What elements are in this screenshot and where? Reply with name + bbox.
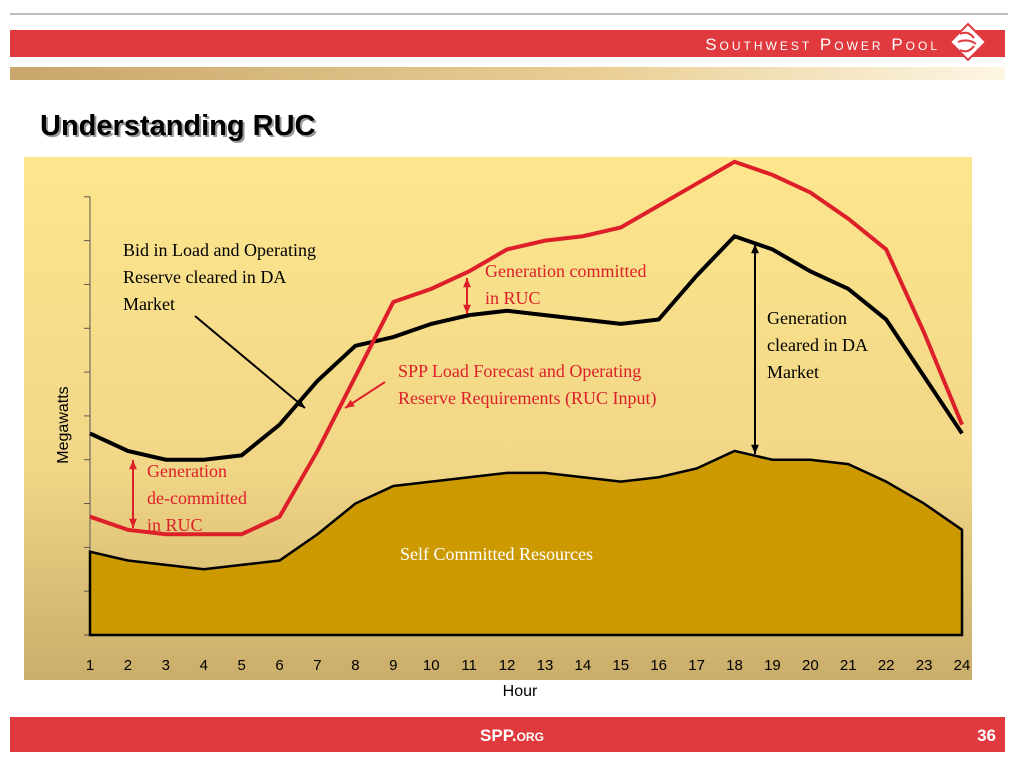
text-line: Reserve cleared in DA bbox=[123, 267, 290, 287]
arrowhead bbox=[295, 399, 305, 408]
text-line: Market bbox=[767, 362, 819, 382]
arrowhead bbox=[463, 304, 471, 314]
slide-title: Understanding RUC bbox=[40, 110, 316, 142]
series-label: SPP Load Forecast and Operating Reserve … bbox=[398, 361, 656, 409]
x-tick-label: 24 bbox=[954, 657, 971, 674]
x-tick-label: 1 bbox=[86, 657, 94, 674]
arrowhead bbox=[751, 244, 759, 254]
annotation: Generation committed in RUC bbox=[485, 261, 651, 308]
line bbox=[89, 233, 964, 462]
x-tick-label: 18 bbox=[726, 657, 743, 674]
text-line: in RUC bbox=[485, 288, 541, 308]
text-line: de-committed bbox=[147, 488, 251, 508]
x-tick-label: 17 bbox=[688, 657, 705, 674]
text-line: cleared in DA bbox=[767, 335, 871, 355]
chart: 1 2 3 4 5 6 7 8 9 10 11 12 13 14 15 16 17 18 19 20 21 22 23 24H… bbox=[55, 159, 971, 700]
x-axis-label: Hour bbox=[503, 683, 538, 700]
x-tick-label: 13 bbox=[537, 657, 554, 674]
brand: Southwest Power Pool bbox=[705, 35, 940, 54]
x-tick-label: 2 bbox=[124, 657, 132, 674]
accent-band bbox=[10, 67, 1005, 80]
arrowhead bbox=[129, 460, 137, 470]
area bbox=[88, 449, 964, 637]
x-tick-label: 21 bbox=[840, 657, 857, 674]
arrowhead bbox=[129, 518, 137, 528]
area-label: Self Committed Resources bbox=[400, 544, 593, 564]
pointer bbox=[194, 315, 306, 409]
title-shadow: Understanding RUC bbox=[42, 112, 318, 144]
arrowhead bbox=[751, 444, 759, 454]
annotation: Generation cleared in DA Market bbox=[767, 308, 871, 382]
text-line: Market bbox=[123, 294, 175, 314]
x-tick-label: 11 bbox=[461, 657, 477, 674]
text-line: Bid in Load and Operating bbox=[123, 240, 320, 260]
text-line: Generation bbox=[767, 308, 851, 328]
x-tick-label: 14 bbox=[575, 657, 592, 674]
header-band bbox=[10, 30, 1005, 57]
x-tick-label: 9 bbox=[389, 657, 397, 674]
x-tick-label: 6 bbox=[275, 657, 283, 674]
x-tick-label: 8 bbox=[351, 657, 359, 674]
x-tick-label: 4 bbox=[200, 657, 208, 674]
text-line: Generation bbox=[147, 461, 231, 481]
text-line: SPP Load Forecast and Operating bbox=[398, 361, 646, 381]
x-tick-label: 16 bbox=[650, 657, 667, 674]
text-line: Reserve Requirements (RUC Input) bbox=[398, 388, 656, 409]
logo bbox=[948, 22, 988, 62]
x-tick-label: 3 bbox=[162, 657, 170, 674]
text-line: Generation committed bbox=[485, 261, 651, 281]
x-tick-label: 23 bbox=[916, 657, 933, 674]
line bbox=[89, 159, 964, 537]
arrowhead bbox=[463, 278, 471, 288]
footer-site: SPP.org bbox=[480, 726, 544, 745]
text-line: in RUC bbox=[147, 515, 203, 535]
x-tick-label: 15 bbox=[612, 657, 629, 674]
arrowhead bbox=[345, 399, 355, 408]
x-tick-label: 20 bbox=[802, 657, 819, 674]
x-tick-label: 22 bbox=[878, 657, 895, 674]
annotation: Generation de-committed in RUC bbox=[147, 461, 251, 535]
page-number: 36 bbox=[977, 726, 996, 745]
footer-band bbox=[10, 717, 1005, 752]
x-tick-label: 7 bbox=[313, 657, 321, 674]
y-axis-label: Megawatts bbox=[55, 386, 72, 463]
x-tick-label: 19 bbox=[764, 657, 781, 674]
series-label: Bid in Load and Operating Reserve cleare… bbox=[123, 240, 320, 314]
x-tick-label: 12 bbox=[499, 657, 516, 674]
x-tick-label: 10 bbox=[423, 657, 440, 674]
x-tick-label: 5 bbox=[237, 657, 245, 674]
